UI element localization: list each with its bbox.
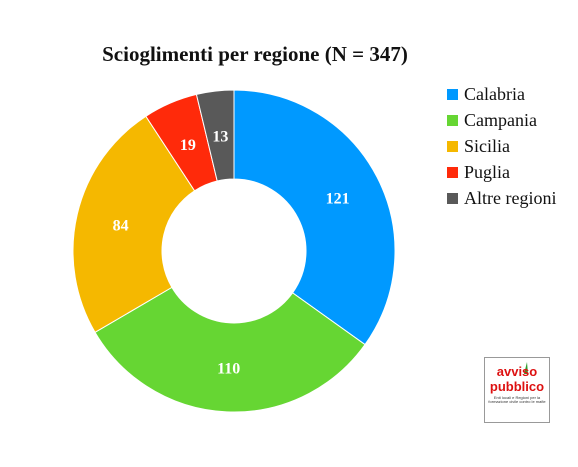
legend-swatch xyxy=(447,166,458,178)
legend-label: Sicilia xyxy=(464,135,510,156)
legend-swatch xyxy=(447,88,458,100)
svg-text:avviso: avviso xyxy=(497,364,538,379)
legend-label: Altre regioni xyxy=(464,187,557,208)
chart-title: Scioglimenti per regione (N = 347) xyxy=(102,42,408,66)
slice-calabria xyxy=(233,89,396,346)
slice-altre-regioni xyxy=(195,89,235,182)
legend-swatch xyxy=(447,192,458,204)
data-label-calabria: 121 xyxy=(326,191,350,208)
data-label-campania: 110 xyxy=(217,360,240,377)
logo-tagline: Enti locali e Regioni per la formazione … xyxy=(488,395,546,404)
legend-label: Campania xyxy=(464,109,537,130)
legend-item-calabria: Calabria xyxy=(447,81,556,107)
legend-item-sicilia: Sicilia xyxy=(447,133,556,159)
data-label-altre-regioni: 13 xyxy=(212,128,228,145)
legend: Calabria Campania Sicilia Puglia Altre regio… xyxy=(447,81,556,211)
legend-label: Calabria xyxy=(464,83,525,104)
legend-swatch xyxy=(447,114,458,126)
data-label-puglia: 19 xyxy=(180,137,196,154)
slice-sicilia xyxy=(72,115,196,334)
data-label-sicilia: 84 xyxy=(113,217,129,234)
svg-text:pubblico: pubblico xyxy=(490,379,544,394)
legend-swatch xyxy=(447,140,458,152)
legend-item-campania: Campania xyxy=(447,107,556,133)
avviso-pubblico-logo: avviso pubblico Enti locali e Regioni pe… xyxy=(484,357,550,423)
slice-campania xyxy=(94,286,366,413)
legend-item-altre-regioni: Altre regioni xyxy=(447,185,556,211)
legend-label: Puglia xyxy=(464,161,511,182)
avviso-pubblico-logo-mark: avviso pubblico xyxy=(490,362,544,394)
legend-item-puglia: Puglia xyxy=(447,159,556,185)
